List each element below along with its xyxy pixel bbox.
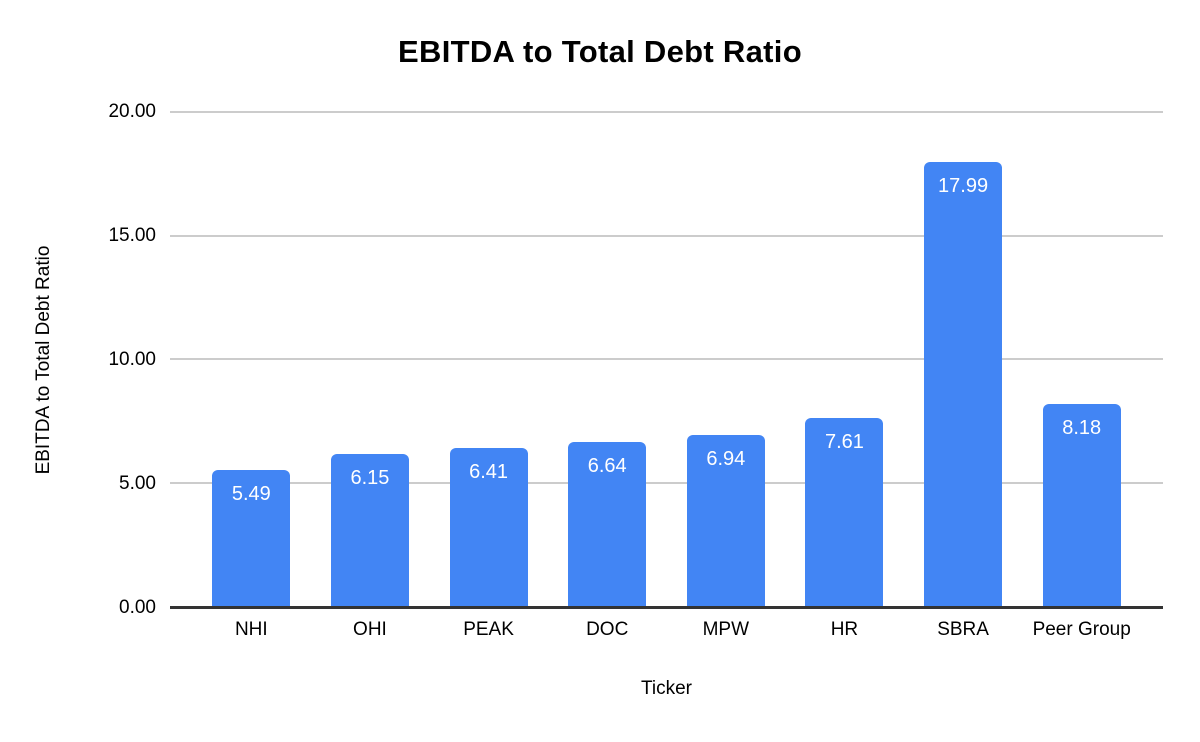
bar-value-label: 5.49: [231, 483, 271, 506]
x-tick-label-doc: DOC: [586, 619, 629, 640]
chart-title: EBITDA to Total Debt Ratio: [398, 34, 802, 69]
bar-mpw[interactable]: 6.94: [686, 434, 765, 606]
band-nhi: 5.49: [192, 112, 311, 606]
band-peer-group: 8.18: [1022, 112, 1141, 606]
bar-hr[interactable]: 7.61: [805, 418, 884, 606]
band-doc: 6.64: [548, 112, 667, 606]
band-mpw: 6.94: [667, 112, 786, 606]
x-tick-label-sbra: SBRA: [937, 619, 989, 640]
x-axis-tick-labels: NHI OHI PEAK DOC MPW HR SBRA Peer Group: [170, 619, 1163, 641]
y-tick-label-15: 15.00: [108, 225, 156, 246]
y-axis-tick-labels: 20.00 15.00 10.00 5.00 0.00: [0, 0, 156, 742]
band-hr: 7.61: [785, 112, 904, 606]
plot-area: 5.49 6.15 6.41 6.64 6.94: [170, 111, 1163, 609]
bars-container: 5.49 6.15 6.41 6.64 6.94: [170, 112, 1163, 606]
x-tick-label-ohi: OHI: [353, 619, 387, 640]
band-ohi: 6.15: [311, 112, 430, 606]
bar-value-label: 6.41: [469, 460, 509, 483]
y-tick-label-0: 0.00: [119, 597, 156, 618]
gridline-20: [170, 111, 1163, 113]
bar-doc[interactable]: 6.64: [568, 442, 647, 606]
bar-value-label: 7.61: [824, 431, 864, 454]
bar-ohi[interactable]: 6.15: [330, 454, 409, 606]
gridline-15: [170, 235, 1163, 237]
y-axis-title: EBITDA to Total Debt Ratio: [33, 245, 54, 475]
x-axis-title: Ticker: [640, 678, 693, 699]
band-peak: 6.41: [429, 112, 548, 606]
gridline-5: [170, 482, 1163, 484]
bar-value-label: 17.99: [938, 174, 989, 197]
y-tick-label-5: 5.00: [119, 473, 156, 494]
x-tick-label-peak: PEAK: [463, 619, 514, 640]
x-tick-label-hr: HR: [830, 619, 859, 640]
x-tick-label-nhi: NHI: [234, 619, 268, 640]
bar-value-label: 6.94: [706, 447, 746, 470]
bar-sbra[interactable]: 17.99: [924, 161, 1003, 606]
band-sbra: 17.99: [904, 112, 1023, 606]
x-tick-label-mpw: MPW: [702, 619, 750, 640]
bar-value-label: 6.64: [587, 455, 627, 477]
bar-peer-group[interactable]: 8.18: [1042, 403, 1121, 606]
bar-nhi[interactable]: 5.49: [212, 470, 291, 606]
bar-value-label: 8.18: [1062, 416, 1102, 439]
bar-peak[interactable]: 6.41: [449, 447, 528, 606]
y-tick-label-10: 10.00: [108, 349, 156, 370]
bar-value-label: 6.15: [350, 467, 390, 490]
y-tick-label-20: 20.00: [108, 101, 156, 122]
x-tick-label-peer-group: Peer Group: [1032, 619, 1131, 640]
gridline-10: [170, 358, 1163, 360]
